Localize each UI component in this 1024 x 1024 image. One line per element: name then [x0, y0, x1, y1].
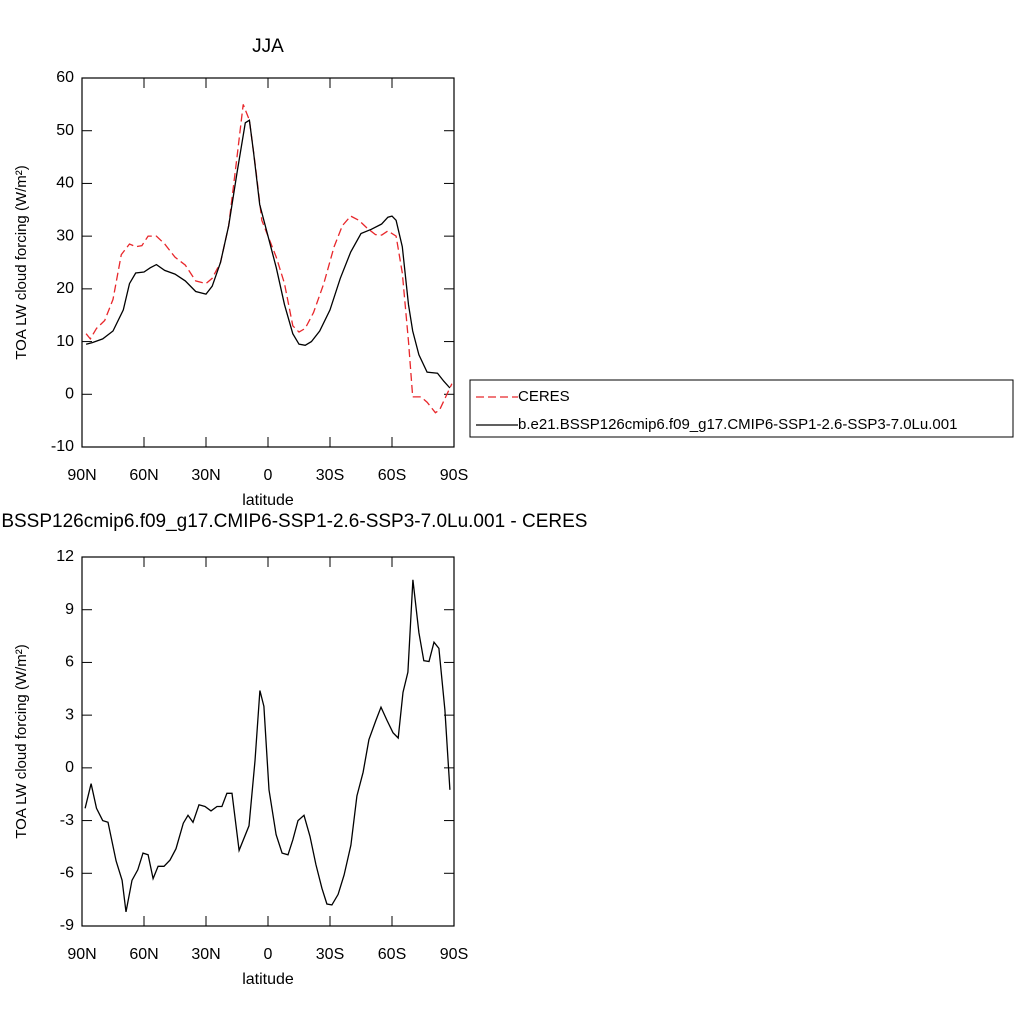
y-tick-label: -9 [60, 917, 74, 934]
data-line [85, 119, 451, 389]
x-tick-label: 30S [316, 946, 344, 963]
x-tick-label: 90S [440, 467, 468, 484]
data-line [84, 579, 451, 913]
x-tick-label: 90N [67, 946, 96, 963]
y-tick-label: 60 [56, 69, 74, 86]
x-tick-label: 60S [378, 946, 406, 963]
x-tick-label: 0 [264, 946, 273, 963]
x-axis-label: latitude [242, 971, 294, 988]
x-tick-label: 60N [129, 946, 158, 963]
x-tick-label: 30N [191, 467, 220, 484]
y-tick-label: 3 [65, 706, 74, 723]
data-line [85, 104, 453, 414]
y-axis-label: TOA LW cloud forcing (W/m²) [13, 644, 30, 838]
y-tick-label: -6 [60, 865, 74, 882]
y-tick-label: 12 [56, 548, 74, 565]
x-tick-label: 30N [191, 946, 220, 963]
chart-title: JJA [252, 36, 284, 57]
y-tick-label: 10 [56, 333, 74, 350]
y-tick-label: -3 [60, 812, 74, 829]
plot-frame [81, 77, 455, 448]
x-tick-label: 90S [440, 946, 468, 963]
y-tick-label: 50 [56, 122, 74, 139]
plot-frame [81, 556, 455, 927]
y-tick-label: 0 [65, 386, 74, 403]
chart-title: b.e21.BSSP126cmip6.f09_g17.CMIP6-SSP1-2.… [0, 511, 587, 532]
legend-box [469, 379, 1014, 438]
y-tick-label: 6 [65, 654, 74, 671]
x-tick-label: 0 [264, 467, 273, 484]
legend-label: b.e21.BSSP126cmip6.f09_g17.CMIP6-SSP1-2.… [518, 416, 957, 433]
y-tick-label: -10 [51, 438, 74, 455]
y-tick-label: 40 [56, 175, 74, 192]
legend-label: CERES [518, 388, 570, 405]
x-tick-label: 30S [316, 467, 344, 484]
y-tick-label: 30 [56, 227, 74, 244]
y-axis-label: TOA LW cloud forcing (W/m²) [13, 165, 30, 359]
x-tick-label: 90N [67, 467, 96, 484]
x-tick-label: 60N [129, 467, 158, 484]
y-tick-label: 0 [65, 759, 74, 776]
y-tick-label: 20 [56, 280, 74, 297]
x-axis-label: latitude [242, 492, 294, 509]
y-tick-label: 9 [65, 601, 74, 618]
x-tick-label: 60S [378, 467, 406, 484]
